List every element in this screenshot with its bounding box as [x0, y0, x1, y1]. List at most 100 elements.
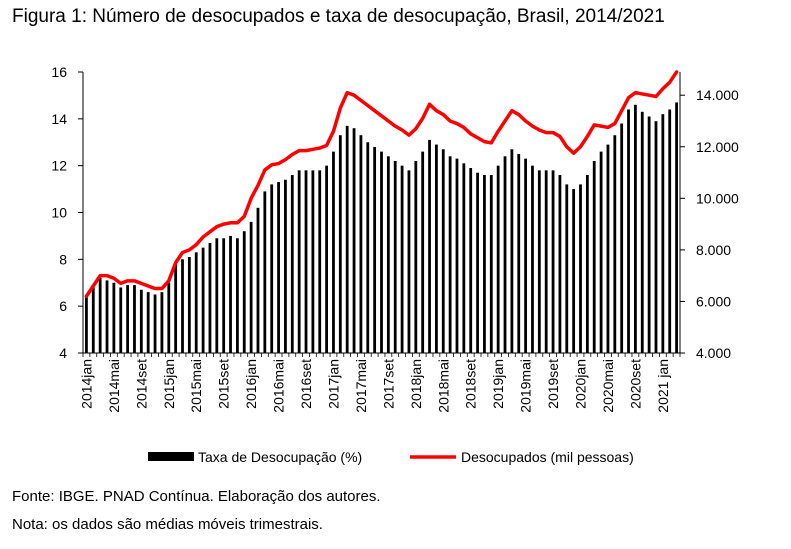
- bar: [544, 170, 548, 353]
- bar: [634, 104, 637, 353]
- bar: [627, 109, 630, 353]
- chart-title: Figura 1: Número de desocupados e taxa d…: [12, 6, 665, 27]
- left-tick-label: 6: [59, 298, 67, 314]
- left-tick-label: 16: [51, 64, 67, 80]
- x-tick-label: 2019set: [545, 359, 561, 409]
- bar: [153, 294, 157, 353]
- left-tick-label: 12: [51, 158, 67, 174]
- x-tick-label: 2014set: [133, 359, 149, 409]
- x-tick-label: 2016mai: [271, 359, 287, 413]
- bar: [373, 146, 377, 353]
- right-tick-label: 12.000: [696, 139, 739, 155]
- bar: [476, 172, 479, 353]
- x-tick-label: 2015jan: [161, 359, 177, 409]
- bar: [517, 153, 521, 353]
- bar: [284, 179, 287, 353]
- line-series: [84, 70, 679, 299]
- x-tick-label: 2018mai: [435, 359, 451, 413]
- bar: [483, 175, 486, 353]
- bar: [133, 285, 136, 353]
- data-note: Nota: os dados são médias móveis trimest…: [12, 516, 323, 533]
- bar: [668, 109, 672, 353]
- bar: [435, 144, 438, 353]
- bar: [537, 170, 541, 353]
- x-tick-label: 2014jan: [78, 359, 94, 409]
- bar: [105, 280, 109, 353]
- x-tick-label: 2019jan: [490, 359, 506, 409]
- bar: [414, 160, 418, 353]
- bar: [126, 285, 129, 353]
- bar: [441, 149, 445, 353]
- bar: [229, 235, 232, 353]
- left-tick-label: 8: [59, 251, 67, 267]
- bar: [496, 165, 500, 353]
- bar: [201, 247, 205, 354]
- bar: [277, 182, 280, 353]
- legend-line-label: Desocupados (mil pessoas): [461, 449, 634, 465]
- bar: [661, 114, 665, 354]
- bar: [469, 168, 473, 353]
- bar: [462, 163, 466, 353]
- bar: [585, 175, 589, 353]
- axes: 4 6 8 10 12 14 16 4.000 6.000 8.000 10.000 12.000 14…: [51, 64, 739, 413]
- right-tick-label: 14.000: [696, 87, 739, 103]
- left-tick-label: 14: [51, 111, 67, 127]
- x-tick-label: 2015mai: [188, 359, 204, 413]
- legend-bar-swatch: [148, 452, 194, 461]
- bar: [318, 170, 322, 353]
- bar: [551, 170, 555, 353]
- bar: [187, 256, 191, 353]
- bar: [242, 231, 246, 353]
- bar: [531, 165, 534, 353]
- right-tick-label: 10.000: [696, 190, 739, 206]
- bar: [112, 282, 116, 353]
- bar: [647, 116, 651, 354]
- bar: [181, 259, 184, 353]
- bar: [380, 151, 383, 353]
- bar: [565, 184, 569, 353]
- left-tick-label: 4: [59, 345, 67, 361]
- bar: [332, 151, 335, 353]
- bar: [510, 149, 514, 353]
- x-tick-label: 2015set: [216, 359, 232, 409]
- x-tick-label: 2016jan: [243, 359, 259, 409]
- bar: [167, 282, 171, 353]
- left-tick-label: 10: [51, 205, 67, 221]
- bar: [236, 238, 239, 353]
- bar: [572, 189, 576, 353]
- bar: [407, 170, 411, 353]
- bar: [139, 289, 143, 353]
- source-note: Fonte: IBGE. PNAD Contínua. Elaboração d…: [12, 488, 381, 505]
- bar: [160, 292, 164, 353]
- x-tick-label: 2020mai: [600, 359, 616, 413]
- bar: [613, 135, 617, 353]
- bar: [558, 175, 562, 353]
- bar: [654, 121, 658, 353]
- bar: [386, 156, 390, 353]
- bar: [366, 142, 370, 353]
- x-tick-label: 2020jan: [573, 359, 589, 409]
- x-tick-label: 2020set: [627, 359, 643, 409]
- bar: [208, 242, 212, 353]
- bar: [393, 160, 397, 353]
- x-tick-label: 2018set: [463, 359, 479, 409]
- x-tick-label: 2018jan: [408, 359, 424, 409]
- bar: [119, 287, 123, 353]
- x-tick-label: 2021 jan: [655, 359, 671, 413]
- bar: [359, 135, 363, 353]
- bar: [455, 158, 459, 353]
- x-tick-label: 2016set: [298, 359, 314, 409]
- bar: [194, 252, 198, 353]
- x-tick-label: 2014mai: [106, 359, 122, 413]
- bar: [290, 175, 294, 353]
- right-tick-label: 4.000: [696, 345, 731, 361]
- bar: [98, 278, 102, 353]
- x-tick-label: 2017mai: [353, 359, 369, 413]
- bar: [311, 170, 315, 353]
- bar: [91, 287, 95, 353]
- bar: [146, 292, 150, 353]
- bar: [620, 123, 624, 354]
- bar-series: [85, 102, 678, 354]
- bar: [338, 135, 342, 353]
- bar: [489, 175, 493, 353]
